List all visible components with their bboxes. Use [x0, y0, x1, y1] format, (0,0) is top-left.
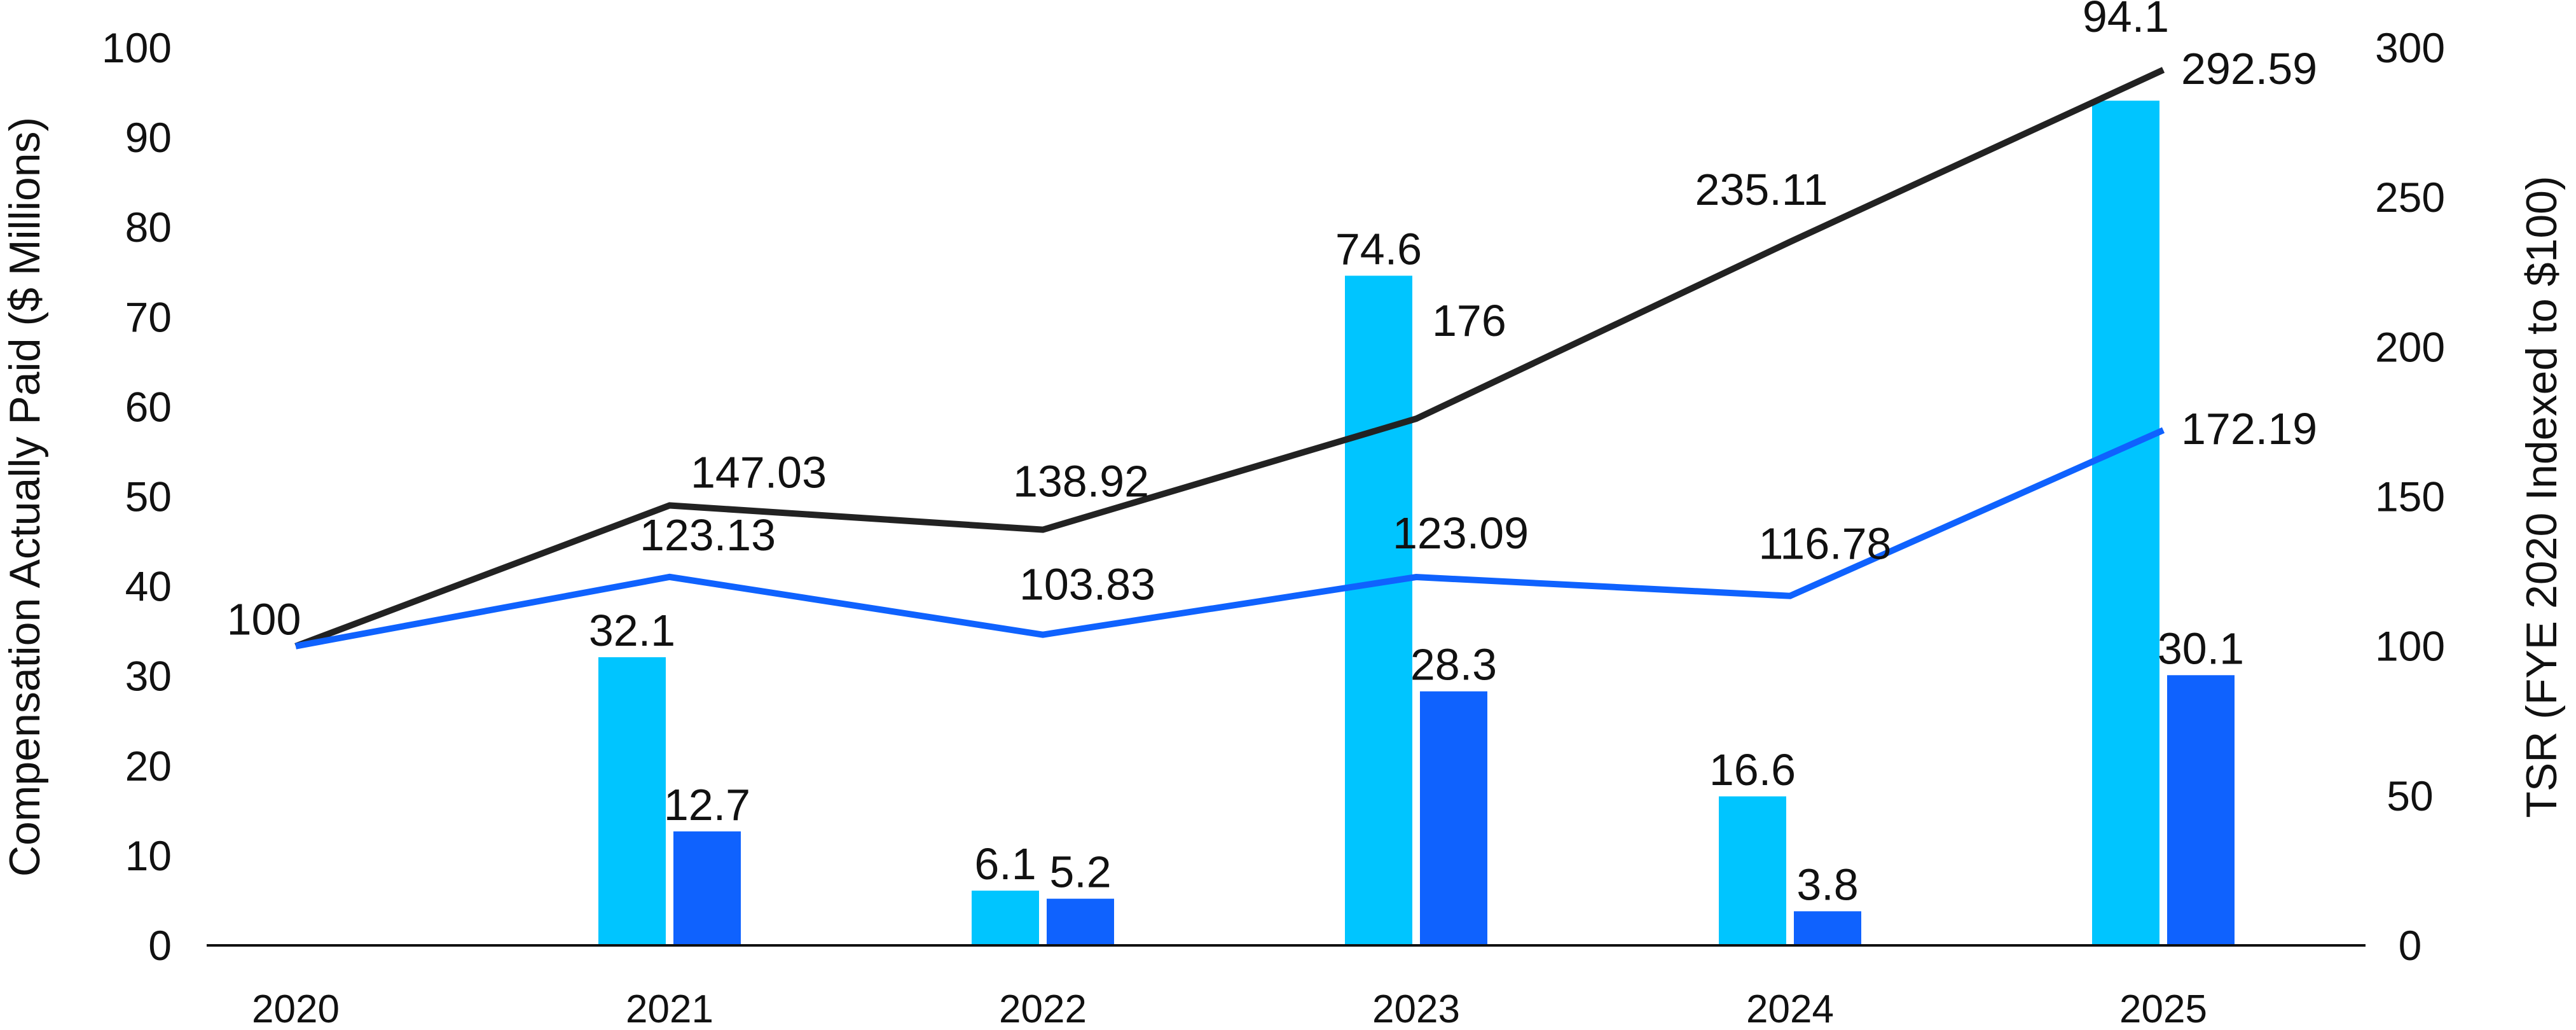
lines — [294, 67, 2165, 650]
tsr-line-2 — [295, 427, 2165, 650]
left-axis-ticks: 0 10 20 30 40 50 60 70 80 90 100 — [102, 24, 172, 969]
right-tick-label: 250 — [2375, 174, 2445, 221]
bar-data-label: 94.1 — [2083, 0, 2169, 41]
line-data-label: 172.19 — [2181, 404, 2317, 454]
bar-data-label: 12.7 — [664, 780, 750, 830]
right-axis-title: TSR (FYE 2020 Indexed to $100) — [2517, 176, 2566, 818]
x-tick-label: 2025 — [2119, 987, 2207, 1030]
bar-2 — [673, 831, 741, 945]
left-tick-label: 60 — [125, 383, 172, 430]
left-axis-title: Compensation Actually Paid ($ Millions) — [1, 117, 49, 877]
x-tick-label: 2022 — [999, 987, 1087, 1030]
left-tick-label: 20 — [125, 742, 172, 790]
bar-1 — [972, 890, 1039, 945]
right-axis-ticks: 0 50 100 150 200 250 300 — [2375, 24, 2445, 969]
bar-data-label: 30.1 — [2158, 623, 2244, 673]
data-labels: 32.1 6.1 74.6 16.6 94.1 12.7 5.2 28.3 3.8 30.1 100… — [227, 0, 2318, 909]
bar-1 — [1345, 275, 1412, 945]
line-data-label: 103.83 — [1019, 560, 1155, 609]
right-tick-label: 50 — [2387, 772, 2433, 819]
bar-2 — [1420, 691, 1487, 945]
left-tick-label: 70 — [125, 293, 172, 340]
bars — [598, 101, 2235, 945]
left-tick-label: 0 — [148, 922, 172, 969]
left-tick-label: 100 — [102, 24, 172, 71]
bar-data-label: 74.6 — [1335, 224, 1422, 274]
line-data-label: 176 — [1432, 296, 1506, 345]
line-data-label: 138.92 — [1013, 457, 1149, 506]
line-data-label: 235.11 — [1695, 165, 1828, 214]
line-data-label: 123.09 — [1393, 508, 1529, 558]
x-tick-label: 2023 — [1372, 987, 1460, 1030]
x-axis-ticks: 2020 2021 2022 2023 2024 2025 — [252, 987, 2207, 1030]
left-tick-label: 10 — [125, 832, 172, 879]
right-tick-label: 200 — [2375, 323, 2445, 370]
right-tick-label: 100 — [2375, 623, 2445, 670]
x-tick-label: 2024 — [1746, 987, 1834, 1030]
line-data-label: 116.78 — [1759, 519, 1892, 569]
bar-data-label: 32.1 — [589, 606, 675, 655]
bar-2 — [1794, 911, 1861, 945]
bar-2 — [2167, 675, 2235, 945]
x-tick-label: 2020 — [252, 987, 340, 1030]
tsr-line-1 — [294, 67, 2165, 650]
bar-data-label: 5.2 — [1049, 847, 1111, 897]
left-tick-label: 90 — [125, 114, 172, 161]
line-data-label: 100 — [227, 595, 301, 644]
line-data-label: 147.03 — [691, 447, 827, 497]
bar-1 — [1719, 796, 1786, 945]
bar-data-label: 28.3 — [1410, 640, 1497, 690]
bar-1 — [2092, 101, 2159, 945]
bar-data-label: 3.8 — [1796, 859, 1858, 909]
right-tick-label: 0 — [2399, 922, 2422, 969]
x-tick-label: 2021 — [626, 987, 713, 1030]
bar-data-label: 6.1 — [974, 839, 1036, 889]
bar-1 — [598, 657, 666, 945]
line-data-label: 292.59 — [2181, 44, 2317, 94]
left-tick-label: 50 — [125, 473, 172, 520]
bar-2 — [1047, 898, 1114, 945]
left-tick-label: 80 — [125, 204, 172, 251]
right-tick-label: 300 — [2375, 24, 2445, 71]
line-data-label: 123.13 — [640, 510, 776, 560]
right-tick-label: 150 — [2375, 473, 2445, 520]
left-tick-label: 40 — [125, 563, 172, 610]
bar-data-label: 16.6 — [1709, 745, 1796, 795]
left-tick-label: 30 — [125, 653, 172, 700]
